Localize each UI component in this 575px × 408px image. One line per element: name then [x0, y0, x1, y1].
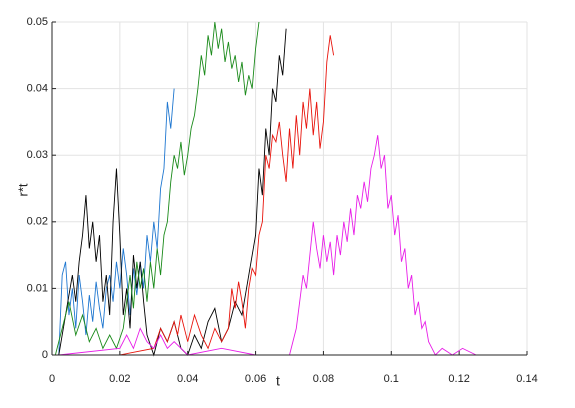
series-line: [58, 135, 477, 356]
y-tick-label: 0.03: [27, 149, 48, 161]
x-tick-label: 0.08: [313, 373, 334, 385]
series-line: [54, 21, 260, 356]
x-tick-label: 0: [49, 373, 55, 385]
y-axis-label: r*t: [15, 183, 30, 196]
series-line: [62, 35, 335, 356]
y-tick-label: 0.02: [27, 216, 48, 228]
x-tick-label: 0.1: [384, 373, 399, 385]
series-line: [58, 28, 287, 357]
y-tick-label: 0.01: [27, 282, 48, 294]
x-tick-label: 0.02: [109, 373, 130, 385]
x-tick-label: 0.06: [245, 373, 266, 385]
y-tick-label: 0: [42, 349, 48, 361]
series-line: [58, 88, 175, 356]
x-tick-label: 0.14: [516, 373, 537, 385]
x-axis-label: t: [276, 373, 280, 389]
x-tick-label: 0.04: [177, 373, 198, 385]
y-tick-label: 0.04: [27, 83, 48, 95]
x-tick-label: 0.12: [448, 373, 469, 385]
y-tick-label: 0.05: [27, 16, 48, 28]
